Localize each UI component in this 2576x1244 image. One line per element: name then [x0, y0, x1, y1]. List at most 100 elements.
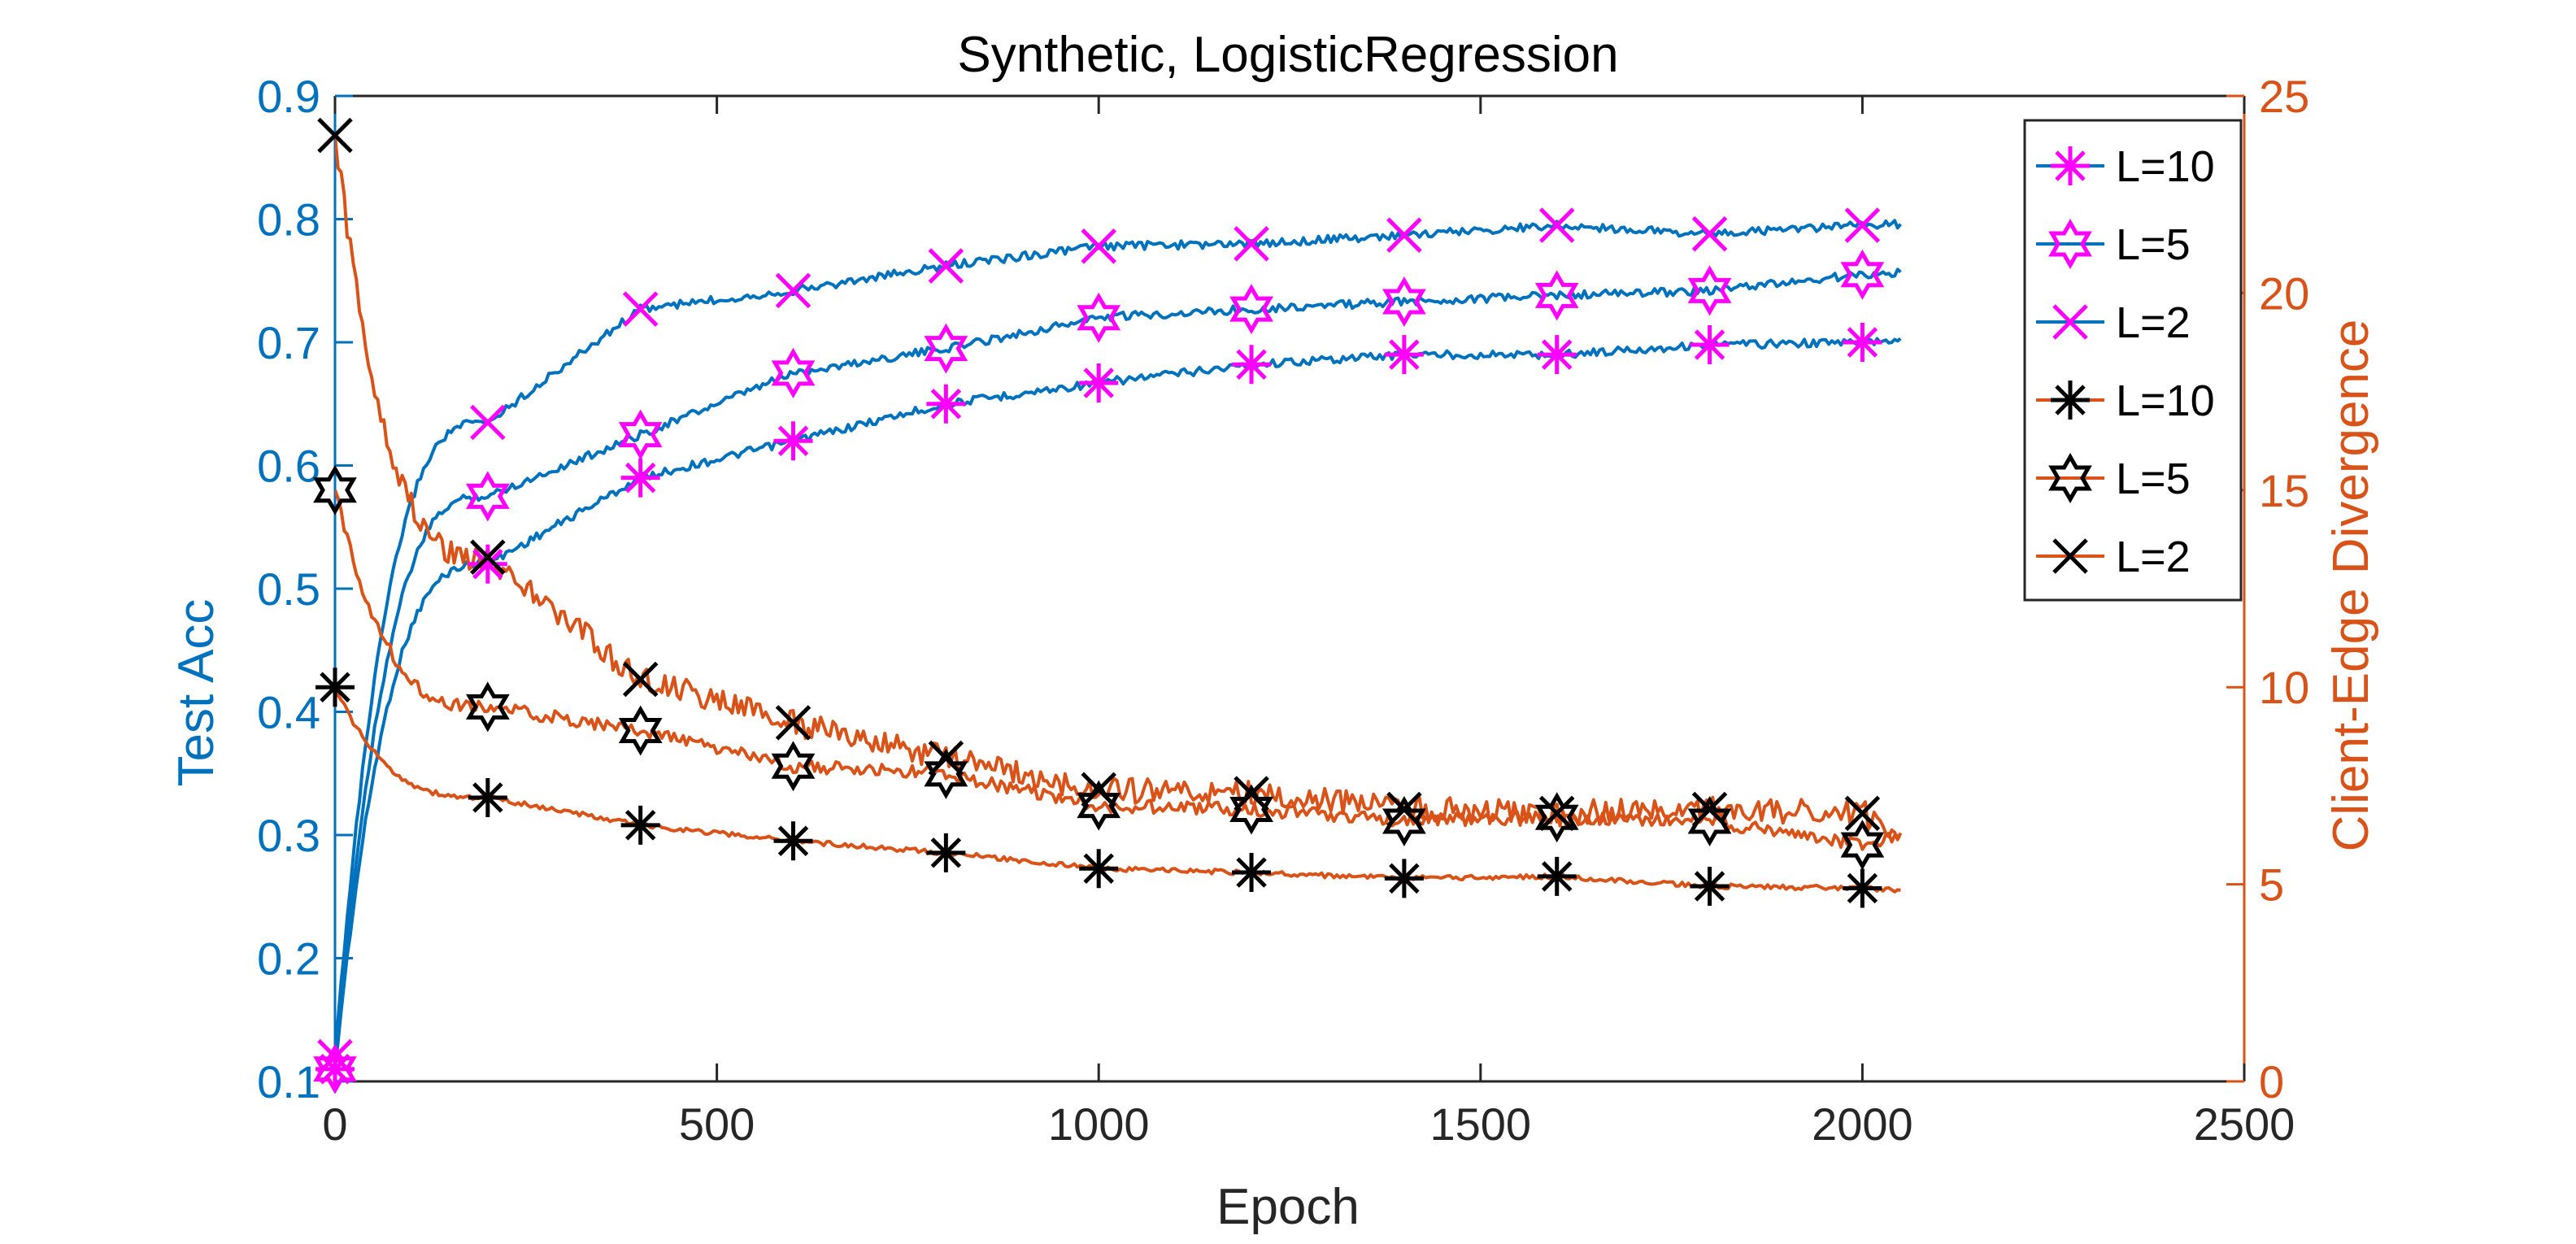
data-point-right-cross: [1844, 795, 1881, 832]
data-point-right-cross: [928, 740, 964, 776]
data-point-left-cross: [1691, 215, 1728, 252]
x-tick-label: 500: [679, 1098, 755, 1150]
data-point-right-asterisk: [468, 777, 507, 817]
y-tick-label-left: 0.2: [257, 933, 320, 985]
data-point-right-cross: [622, 661, 659, 698]
data-point-left-hexagram: [1534, 270, 1579, 321]
legend-marker: [2052, 304, 2088, 340]
data-point-left-asterisk: [1232, 345, 1272, 385]
data-point-left-cross: [1844, 207, 1881, 243]
series-line-right-cross: [335, 135, 1903, 842]
data-point-left-cross: [775, 272, 812, 309]
data-point-right-hexagram: [771, 741, 816, 792]
data-point-right-cross: [775, 705, 812, 741]
data-point-left-asterisk: [1690, 325, 1730, 365]
data-point-right-cross: [1234, 776, 1269, 811]
data-point-left-asterisk: [773, 421, 813, 461]
data-point-left-hexagram: [1382, 276, 1426, 328]
x-tick-label: 1500: [1430, 1098, 1532, 1150]
data-point-right-hexagram: [465, 681, 510, 733]
legend-label: L=5: [2116, 220, 2191, 269]
x-tick-label: 2000: [1812, 1098, 1913, 1150]
data-point-left-asterisk: [620, 458, 660, 498]
y-tick-label-right: 25: [2259, 71, 2309, 122]
data-point-right-hexagram: [924, 748, 968, 799]
y-tick-label-left: 0.9: [257, 71, 320, 122]
legend-marker: [2048, 218, 2092, 270]
data-point-right-asterisk: [773, 821, 813, 861]
series-line-right-asterisk: [335, 686, 1901, 894]
legend-marker: [2052, 538, 2088, 574]
data-point-right-cross: [1386, 791, 1422, 828]
data-point-left-cross: [470, 404, 506, 441]
y-tick-label-right: 0: [2259, 1056, 2284, 1107]
chart-title: Synthetic, LogisticRegression: [957, 27, 1618, 83]
data-point-left-cross: [317, 1038, 353, 1075]
data-point-right-cross: [470, 539, 506, 575]
data-point-left-asterisk: [1079, 363, 1119, 402]
data-point-left-hexagram: [1229, 284, 1273, 335]
data-point-right-hexagram: [1382, 795, 1426, 847]
y-axis-label-left: Test Acc: [168, 599, 224, 787]
data-point-left-hexagram: [1687, 265, 1732, 316]
y-tick-label-right: 10: [2259, 662, 2309, 713]
data-point-right-asterisk: [1079, 849, 1119, 889]
data-point-right-asterisk: [315, 668, 355, 707]
data-point-left-cross: [1234, 226, 1269, 262]
data-point-left-hexagram: [465, 471, 510, 522]
data-point-right-hexagram: [1687, 795, 1732, 847]
x-tick-label: 0: [322, 1098, 347, 1150]
data-point-left-cross: [928, 248, 964, 284]
y-tick-label-left: 0.7: [257, 317, 320, 368]
data-point-left-hexagram: [771, 347, 816, 398]
y-tick-label-right: 5: [2259, 859, 2284, 911]
y-axis-label-right: Client-Edge Divergence: [2323, 320, 2379, 852]
legend-box: [2023, 119, 2243, 602]
legend-label: L=2: [2116, 533, 2191, 581]
data-point-right-cross: [1081, 772, 1116, 808]
data-point-left-asterisk: [468, 544, 507, 584]
legend-label: L=5: [2116, 455, 2191, 503]
data-point-right-cross: [1538, 795, 1575, 832]
legend: L=10 L=5 L=2 L=10 L=5 L=2: [2023, 119, 2243, 602]
series-line-right-hexagram: [335, 489, 1902, 851]
legend-label: L=2: [2116, 298, 2191, 347]
legend-marker: [2048, 452, 2092, 504]
plot-area: 0 500 1000 1500 2000 2500 0.1 0.2 0.3 0.4 0.5 0.6 0.…: [257, 71, 2309, 1150]
y-tick-label-left: 0.4: [257, 687, 320, 738]
data-point-right-hexagram: [1534, 792, 1579, 843]
data-point-right-hexagram: [618, 705, 663, 756]
data-point-right-asterisk: [620, 805, 660, 845]
data-point-left-asterisk: [1537, 335, 1577, 375]
legend-marker: [2051, 381, 2090, 420]
data-point-right-asterisk: [1690, 867, 1730, 907]
data-point-right-asterisk: [1232, 853, 1272, 893]
data-point-right-asterisk: [1843, 868, 1882, 908]
data-point-left-cross: [622, 291, 659, 327]
data-point-left-cross: [1081, 228, 1116, 264]
data-point-left-asterisk: [1384, 335, 1424, 375]
y-tick-label-left: 0.8: [257, 194, 320, 246]
data-point-left-asterisk: [1843, 323, 1882, 362]
x-tick-label: 1000: [1048, 1098, 1150, 1150]
series-line-left-asterisk: [335, 337, 1902, 1070]
data-point-left-hexagram: [1840, 249, 1885, 300]
data-point-right-asterisk: [1384, 859, 1424, 898]
data-point-left-cross: [1538, 207, 1575, 243]
series-line-left-cross: [335, 219, 1902, 1057]
data-point-left-hexagram: [618, 409, 663, 460]
legend-label: L=10: [2116, 376, 2215, 425]
data-point-left-asterisk: [926, 384, 966, 424]
data-point-right-asterisk: [926, 833, 966, 872]
legend-label: L=10: [2116, 142, 2215, 191]
y-tick-label-right: 15: [2259, 465, 2309, 516]
data-point-right-cross: [1691, 791, 1728, 828]
x-axis-label: Epoch: [1216, 1179, 1360, 1235]
data-point-left-hexagram: [1077, 292, 1121, 343]
y-tick-label-left: 0.6: [257, 441, 320, 492]
data-point-right-cross: [317, 117, 353, 154]
data-point-left-cross: [1386, 217, 1422, 253]
data-point-right-hexagram: [313, 464, 357, 515]
y-tick-label-left: 0.3: [257, 810, 320, 861]
